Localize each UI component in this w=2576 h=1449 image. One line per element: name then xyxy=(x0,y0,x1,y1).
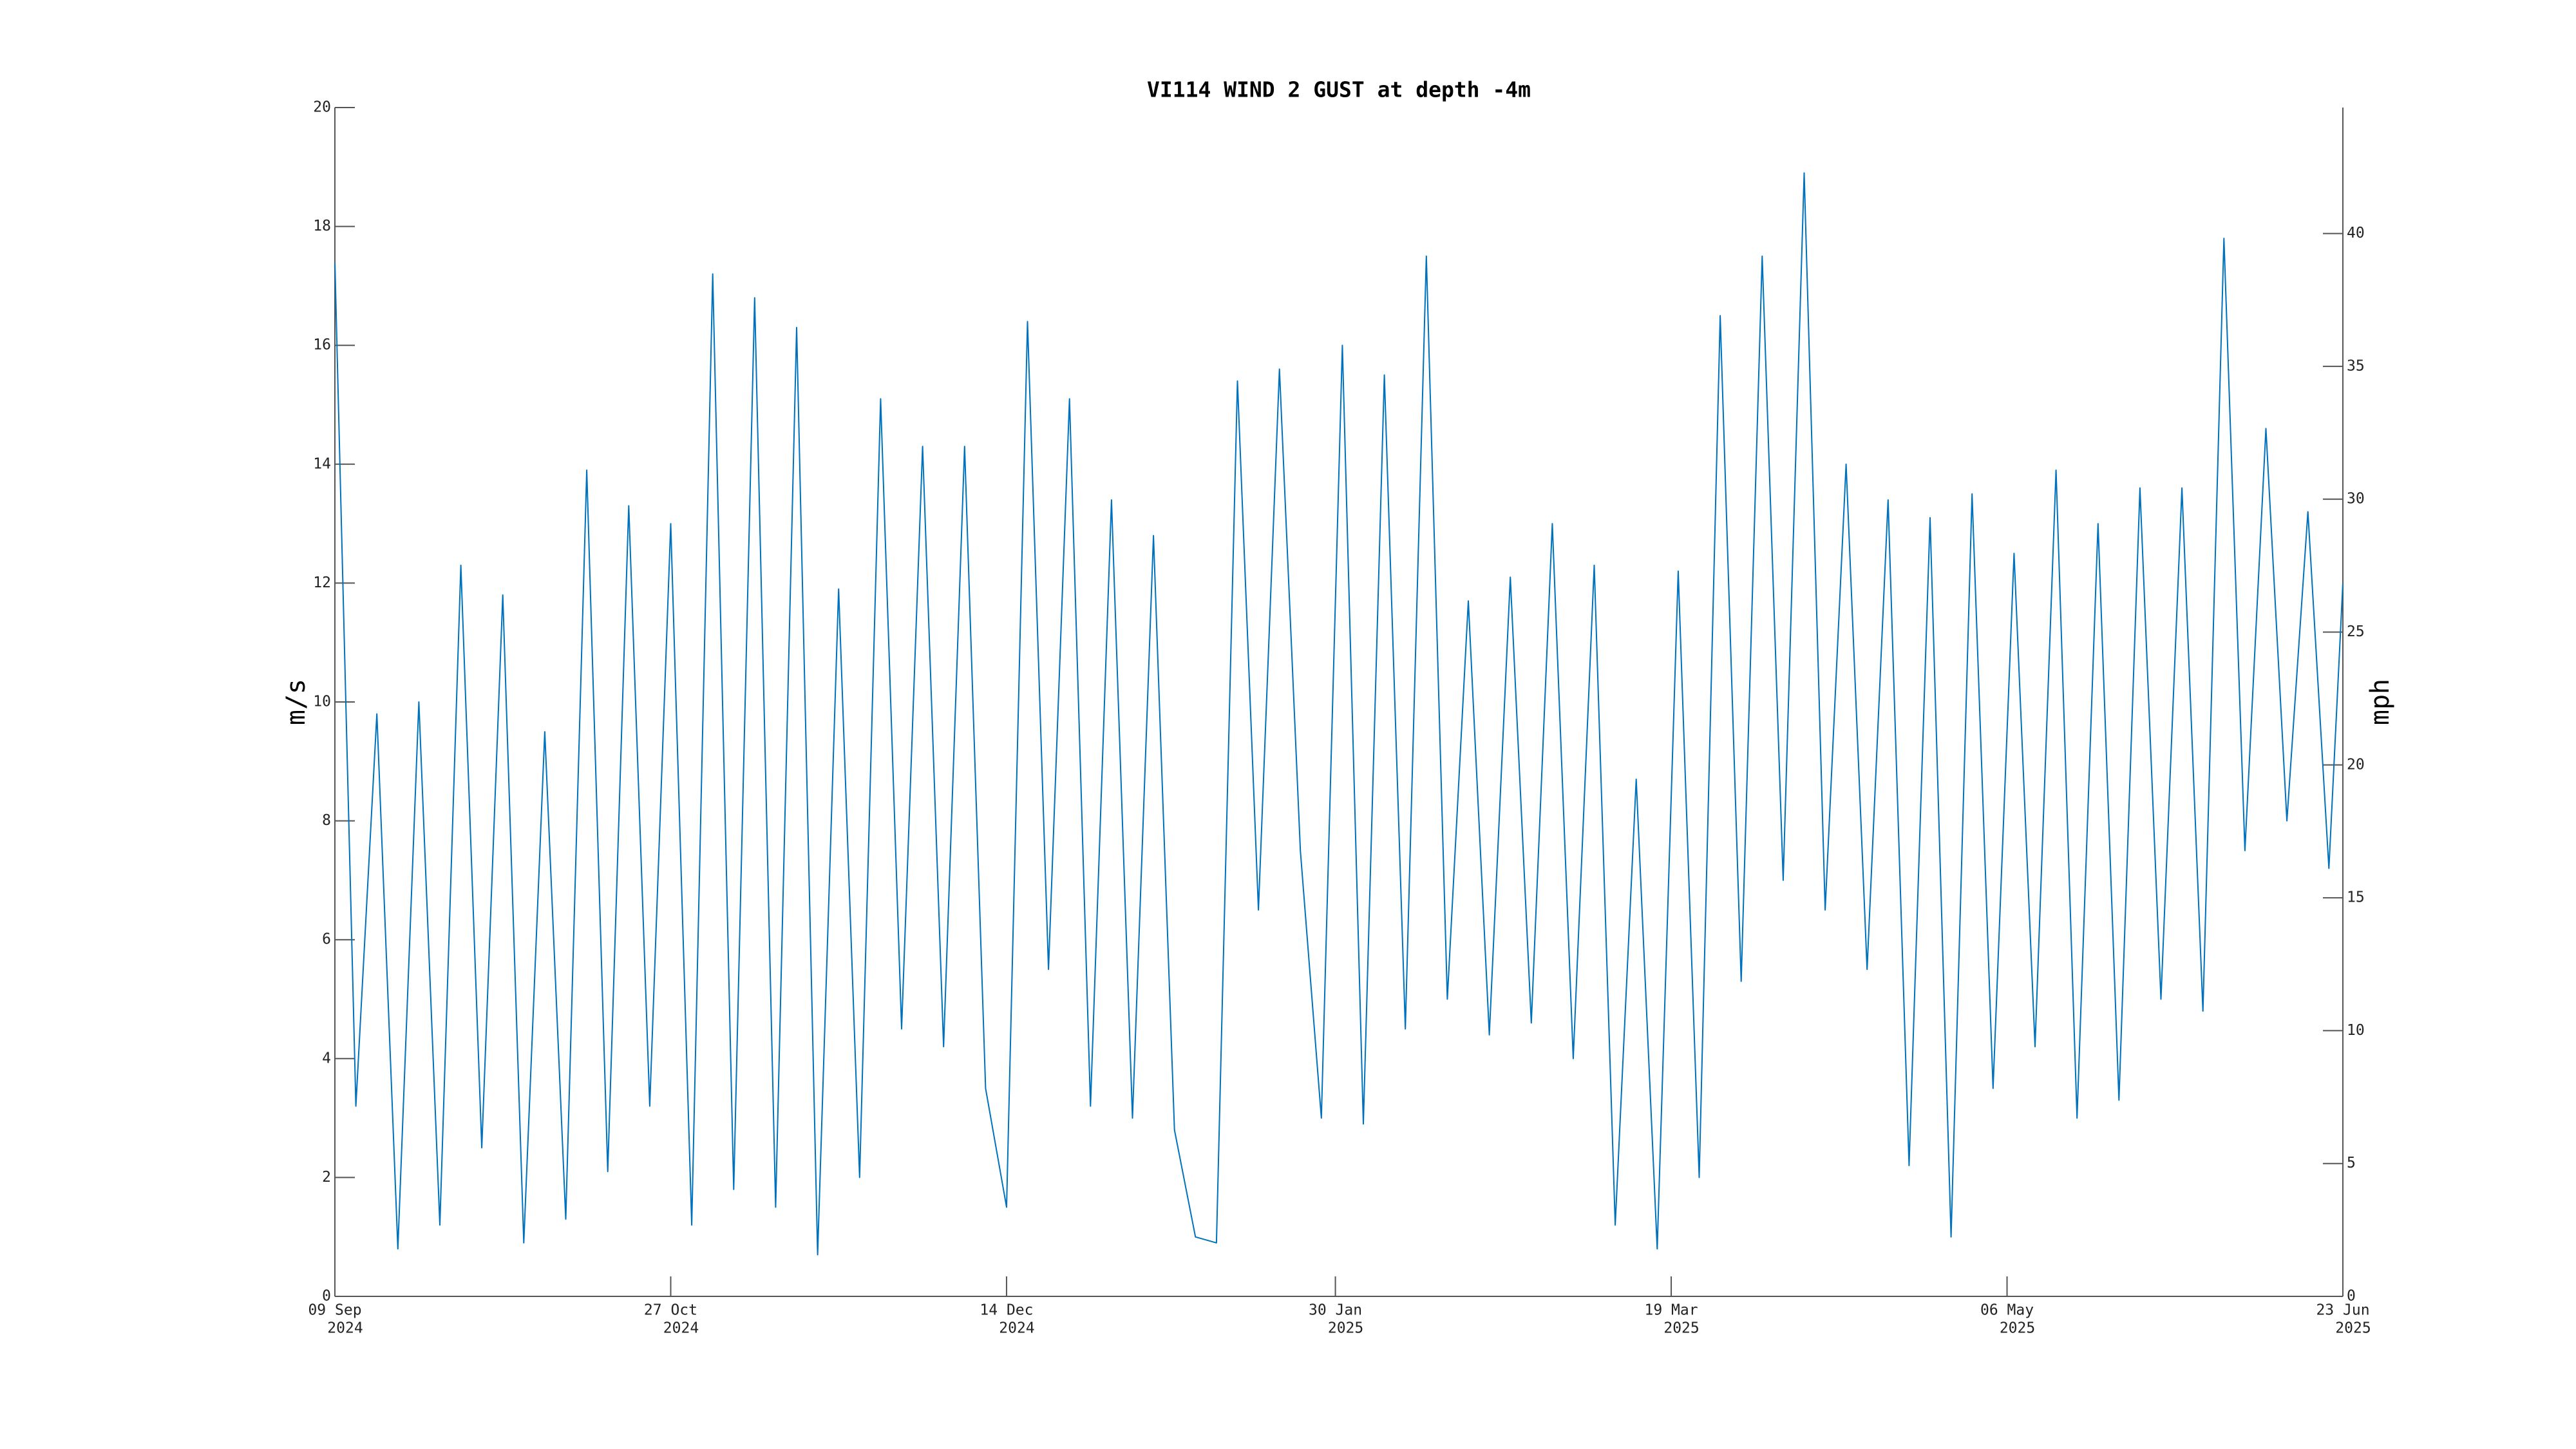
y2-tick-label: 15 xyxy=(2347,889,2365,906)
y2-tick-label: 25 xyxy=(2347,623,2365,640)
y2-axis-label: mph xyxy=(2365,679,2395,725)
x-tick-year: 2024 xyxy=(327,1320,363,1337)
x-tick-label: 27 Oct xyxy=(644,1302,697,1319)
x-tick-year: 2025 xyxy=(1328,1320,1363,1337)
x-tick-year: 2025 xyxy=(2000,1320,2035,1337)
y-tick-label: 12 xyxy=(313,574,331,591)
x-tick-label: 30 Jan xyxy=(1309,1302,1362,1319)
y2-tick-label: 30 xyxy=(2347,491,2365,507)
y-tick-label: 6 xyxy=(322,931,331,948)
x-tick-label: 23 Jun xyxy=(2316,1302,2369,1319)
y2-tick-label: 10 xyxy=(2347,1022,2365,1039)
data-line xyxy=(334,172,2344,1256)
x-tick-label: 19 Mar xyxy=(1644,1302,1698,1319)
chart-title: VI114 WIND 2 GUST at depth -4m xyxy=(1147,77,1531,102)
y2-tick-label: 0 xyxy=(2347,1288,2356,1305)
y-tick-label: 20 xyxy=(313,99,331,116)
x-tick-year: 2024 xyxy=(999,1320,1034,1337)
x-tick-label: 14 Dec xyxy=(980,1302,1033,1319)
y2-tick-label: 35 xyxy=(2347,357,2365,374)
y-tick-label: 18 xyxy=(313,218,331,234)
y-tick-label: 14 xyxy=(313,455,331,472)
x-tick-year: 2025 xyxy=(2335,1320,2371,1337)
y2-tick-label: 20 xyxy=(2347,756,2365,773)
y-tick-label: 16 xyxy=(313,337,331,354)
y-tick-label: 4 xyxy=(322,1050,331,1066)
y-tick-label: 8 xyxy=(322,812,331,829)
y-axis-label: m/s xyxy=(281,679,311,725)
y2-tick-label: 5 xyxy=(2347,1155,2356,1171)
x-tick-year: 2025 xyxy=(1663,1320,1699,1337)
x-tick-label: 09 Sep xyxy=(308,1302,361,1319)
x-tick-label: 06 May xyxy=(1980,1302,2034,1319)
y-tick-label: 10 xyxy=(313,694,331,710)
y2-tick-label: 40 xyxy=(2347,225,2365,242)
x-tick-year: 2024 xyxy=(663,1320,699,1337)
y-tick-label: 0 xyxy=(322,1288,331,1305)
y-tick-label: 2 xyxy=(322,1169,331,1186)
